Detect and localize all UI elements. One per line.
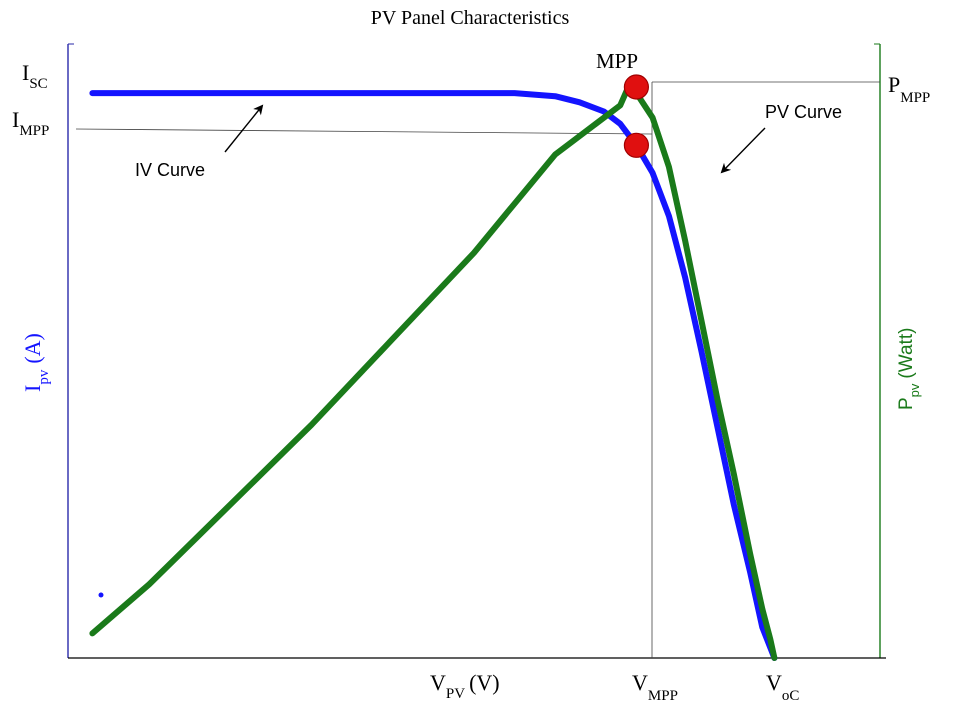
voc-label: VoC <box>766 670 799 704</box>
impp-reference-line <box>75 128 653 135</box>
pv-curve-label: PV Curve <box>765 102 842 122</box>
impp-label: IMPP <box>12 107 49 139</box>
plot-frame <box>67 43 886 659</box>
iv-curve-arrow <box>224 104 264 153</box>
mpp-markers <box>623 74 650 158</box>
pmpp-label: PMPP <box>888 72 930 106</box>
mpp-current-point <box>623 132 650 158</box>
mpp-label: MPP <box>596 49 638 73</box>
chart-title: PV Panel Characteristics <box>371 7 570 29</box>
iv-curve-label: IV Curve <box>135 160 205 180</box>
y-axis-left-label: Ipv(A) <box>20 333 52 392</box>
isc-label: ISC <box>22 60 48 92</box>
iv-curve-line <box>89 90 778 661</box>
x-axis-label: VPV (V) <box>430 670 500 702</box>
iv-stray-dot <box>98 592 104 598</box>
y-axis-right-label: Ppv(Watt) <box>896 328 922 410</box>
mpp-power-point <box>623 74 650 100</box>
pv-curve-arrow <box>720 127 766 174</box>
vmpp-label: VMPP <box>632 670 678 704</box>
